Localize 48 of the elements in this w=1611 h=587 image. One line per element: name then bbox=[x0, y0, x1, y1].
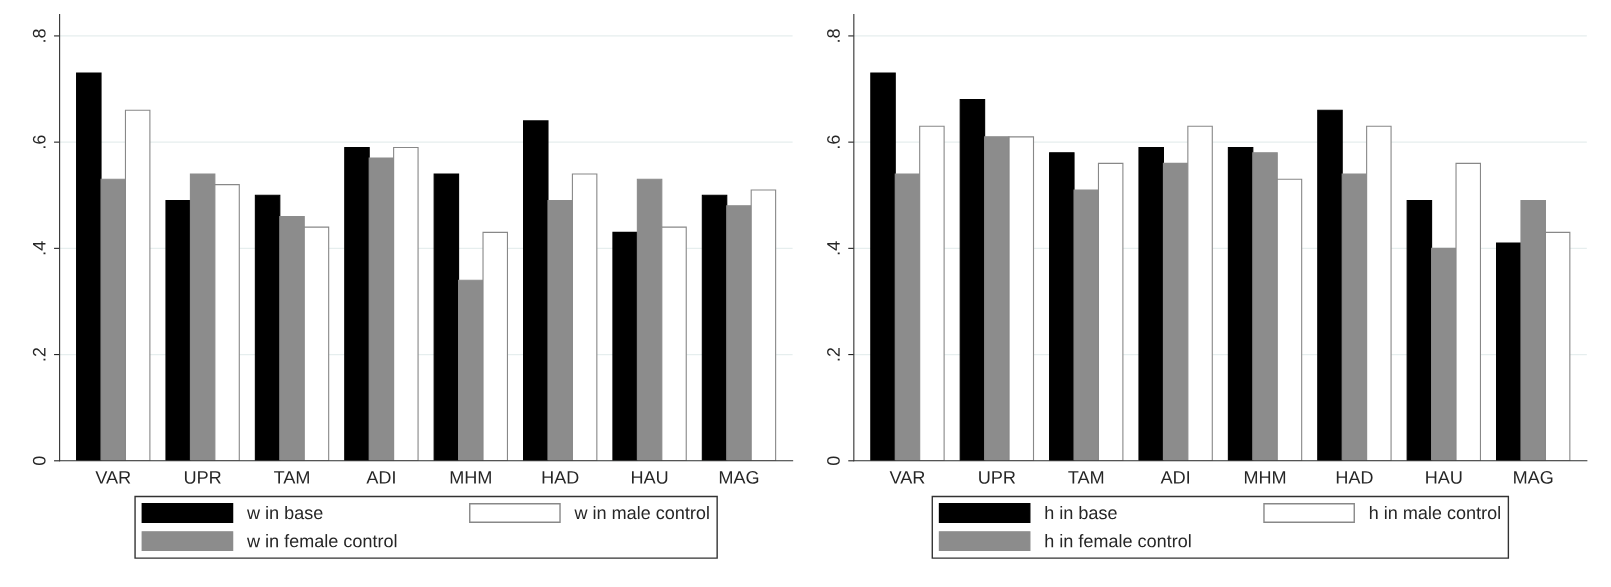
bar bbox=[959, 99, 986, 461]
y-tick-label: .8 bbox=[32, 29, 46, 42]
x-tick-label: MHM bbox=[450, 471, 491, 484]
x-tick-label: TAM bbox=[1068, 471, 1104, 484]
y-tick-label: .6 bbox=[32, 135, 46, 149]
y-tick-label: .2 bbox=[32, 347, 46, 361]
x-tick-label: VAR bbox=[95, 471, 131, 484]
y-tick-label: .4 bbox=[33, 241, 46, 255]
bar bbox=[870, 72, 896, 461]
bar bbox=[76, 72, 102, 461]
x-tick-label: UPR bbox=[184, 471, 221, 484]
x-tick-label: HAD bbox=[542, 471, 579, 484]
y-tick-label: .4 bbox=[827, 241, 840, 255]
y-tick-label: .8 bbox=[827, 29, 840, 42]
bar bbox=[254, 194, 281, 461]
x-tick-label: HAD bbox=[1336, 471, 1373, 484]
x-tick-label: MHM bbox=[1244, 471, 1286, 484]
bar bbox=[165, 200, 191, 461]
legend-label: w in female control bbox=[246, 534, 397, 548]
x-tick-label: MAG bbox=[719, 470, 759, 484]
bar bbox=[1495, 242, 1522, 461]
bar bbox=[522, 120, 549, 461]
legend-label: h in base bbox=[1045, 505, 1117, 520]
x-tick-label: HAU bbox=[1426, 471, 1462, 484]
y-tick-label: .2 bbox=[827, 347, 840, 361]
bar bbox=[1406, 200, 1433, 461]
x-tick-label: ADI bbox=[366, 471, 395, 484]
x-tick-label: MAG bbox=[1514, 470, 1553, 484]
bar bbox=[1227, 146, 1254, 461]
bar bbox=[701, 194, 728, 461]
y-tick-label: 0 bbox=[32, 456, 46, 466]
bar bbox=[1049, 152, 1075, 461]
x-tick-label: VAR bbox=[889, 471, 925, 484]
x-tick-label: TAM bbox=[274, 471, 309, 484]
legend-label: h in female control bbox=[1045, 534, 1191, 548]
bar bbox=[1138, 146, 1164, 461]
bar bbox=[1317, 109, 1343, 461]
x-tick-label: ADI bbox=[1160, 471, 1190, 484]
legend-label: w in base bbox=[246, 505, 323, 520]
legend-label: w in male control bbox=[574, 505, 709, 520]
bar bbox=[612, 231, 638, 461]
x-tick-label: HAU bbox=[632, 471, 668, 484]
legend-label: h in male control bbox=[1369, 505, 1500, 520]
y-tick-label: 0 bbox=[827, 456, 840, 466]
x-tick-label: UPR bbox=[979, 471, 1016, 484]
y-tick-label: .6 bbox=[827, 135, 840, 149]
bar bbox=[433, 173, 460, 461]
bar bbox=[344, 146, 370, 461]
